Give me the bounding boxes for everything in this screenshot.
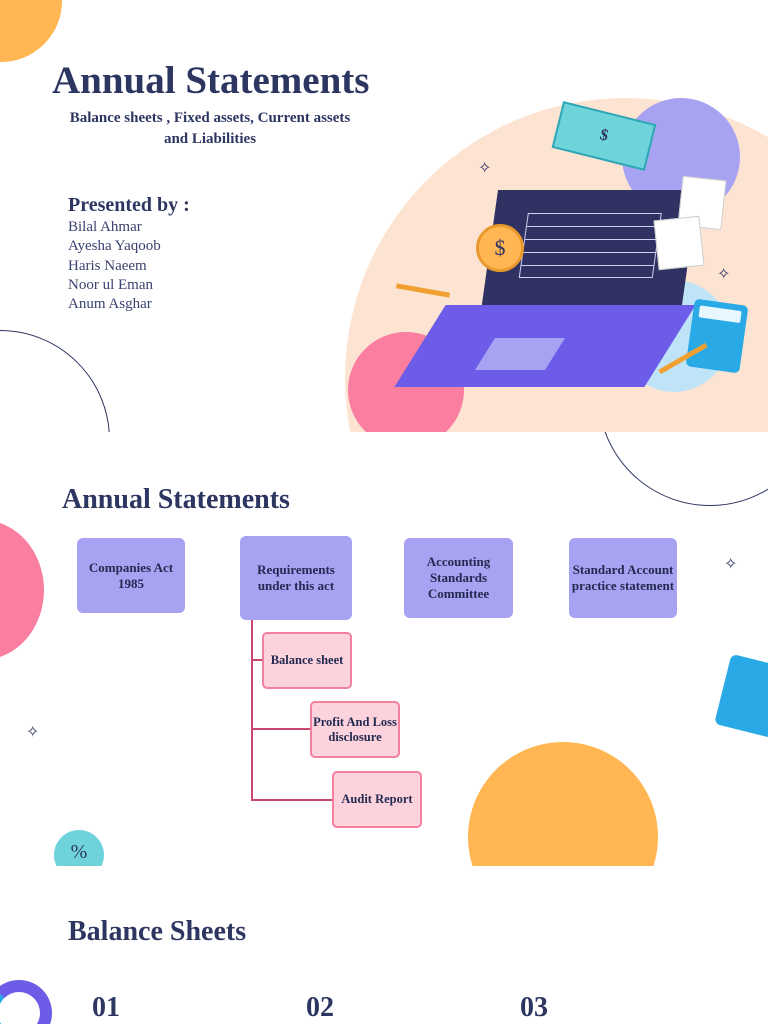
- outline-arc-decoration: [0, 330, 110, 432]
- balance-sheet-box: Balance sheet: [262, 632, 352, 689]
- step-number: 02: [306, 992, 334, 1023]
- receipt-icon: [653, 215, 705, 271]
- presenter: Noor ul Eman: [68, 276, 153, 293]
- balance-sheets-slide: Balance Sheets 01 02 03: [0, 866, 768, 1024]
- section-title: Annual Statements: [62, 484, 290, 515]
- sparkle-icon: ✧: [717, 266, 731, 283]
- presenter: Ayesha Yaqoob: [68, 238, 161, 255]
- coin-icon: $: [476, 224, 524, 272]
- accounting-standards-box: Accounting Standards Committee: [404, 538, 513, 618]
- subtitle: Balance sheets , Fixed assets, Current a…: [69, 110, 351, 147]
- calculator-icon: [714, 653, 768, 739]
- section-title: Balance Sheets: [68, 916, 247, 947]
- requirements-box: Requirements under this act: [240, 536, 352, 620]
- calculator-icon: [685, 298, 749, 374]
- presenter: Bilal Ahmar: [68, 219, 142, 235]
- page-title: Annual Statements: [52, 59, 370, 102]
- sparkle-icon: ✧: [26, 724, 40, 741]
- sparkle-icon: ✧: [724, 556, 738, 573]
- orange-circle-decoration: [468, 742, 658, 866]
- audit-report-box: Audit Report: [332, 771, 422, 828]
- outline-arc-decoration: [598, 432, 768, 506]
- connector-line: [251, 659, 263, 661]
- percent-badge-icon: %: [54, 830, 104, 866]
- presented-by-label: Presented by :: [68, 194, 190, 216]
- presenter-list: Bilal Ahmar Ayesha Yaqoob Haris Naeem No…: [68, 218, 161, 314]
- step-number: 03: [520, 992, 548, 1023]
- annual-statements-slide: % ✧ ✧ Annual Statements Companies Act 19…: [0, 432, 768, 866]
- companies-act-box: Companies Act 1985: [77, 538, 185, 613]
- profit-loss-box: Profit And Loss disclosure: [310, 701, 400, 758]
- connector-line: [251, 620, 253, 801]
- presenter: Haris Naeem: [68, 257, 147, 274]
- orange-circle-decoration: [0, 0, 62, 62]
- title-slide: Annual Statements Balance sheets , Fixed…: [0, 0, 768, 432]
- connector-line: [251, 799, 333, 801]
- step-number: 01: [92, 992, 120, 1023]
- sap-statement-box: Standard Account practice statement: [569, 538, 677, 618]
- sparkle-icon: ✧: [478, 160, 492, 177]
- connector-line: [251, 728, 311, 730]
- presenter: Anum Asghar: [68, 296, 152, 313]
- pink-circle-decoration: [0, 520, 44, 660]
- ring-chart-decoration: [0, 980, 52, 1024]
